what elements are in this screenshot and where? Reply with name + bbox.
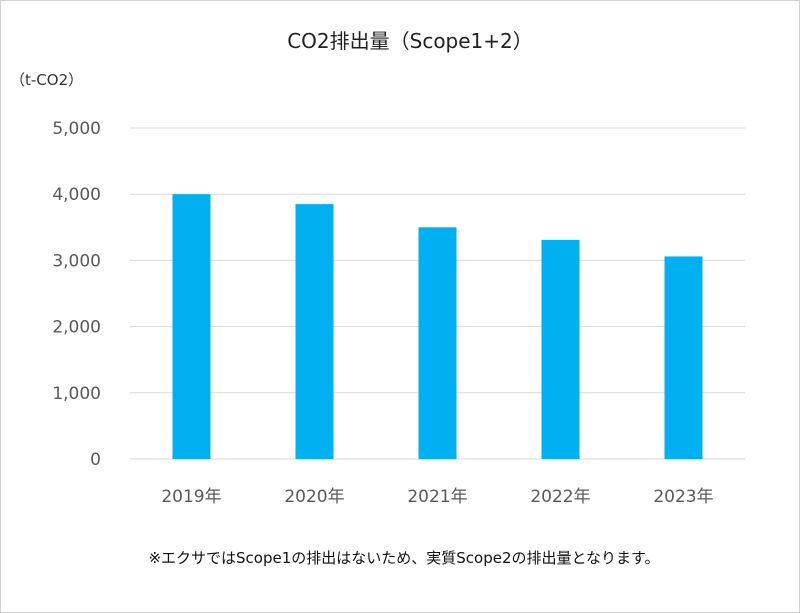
y-axis-ticks: 0 1,000 2,000 3,000 4,000 5,000 xyxy=(52,119,101,470)
x-category-label: 2022年 xyxy=(530,487,590,507)
x-category-label: 2021年 xyxy=(407,487,467,507)
bar xyxy=(172,194,211,459)
footnote: ※エクサではScope1の排出はないため、実質Scope2の排出量となります。 xyxy=(148,549,659,567)
y-tick-label: 1,000 xyxy=(52,384,101,404)
gridlines xyxy=(130,127,745,460)
x-category-label: 2020年 xyxy=(284,487,344,507)
x-axis-categories: 2019年 2020年 2021年 2022年 2023年 xyxy=(161,487,713,507)
bar xyxy=(418,227,457,459)
x-category-label: 2023年 xyxy=(653,487,713,507)
y-tick-label: 0 xyxy=(90,450,101,470)
bar xyxy=(664,256,703,459)
y-tick-label: 2,000 xyxy=(52,318,101,338)
bars xyxy=(172,194,703,459)
chart-title: CO2排出量（Scope1+2） xyxy=(287,29,533,53)
bar xyxy=(541,239,580,459)
y-tick-label: 4,000 xyxy=(52,185,101,205)
y-tick-label: 3,000 xyxy=(52,251,101,271)
y-tick-label: 5,000 xyxy=(52,119,101,139)
bar xyxy=(295,204,334,459)
x-category-label: 2019年 xyxy=(161,487,221,507)
y-axis-unit-label: （t-CO2） xyxy=(10,71,83,89)
